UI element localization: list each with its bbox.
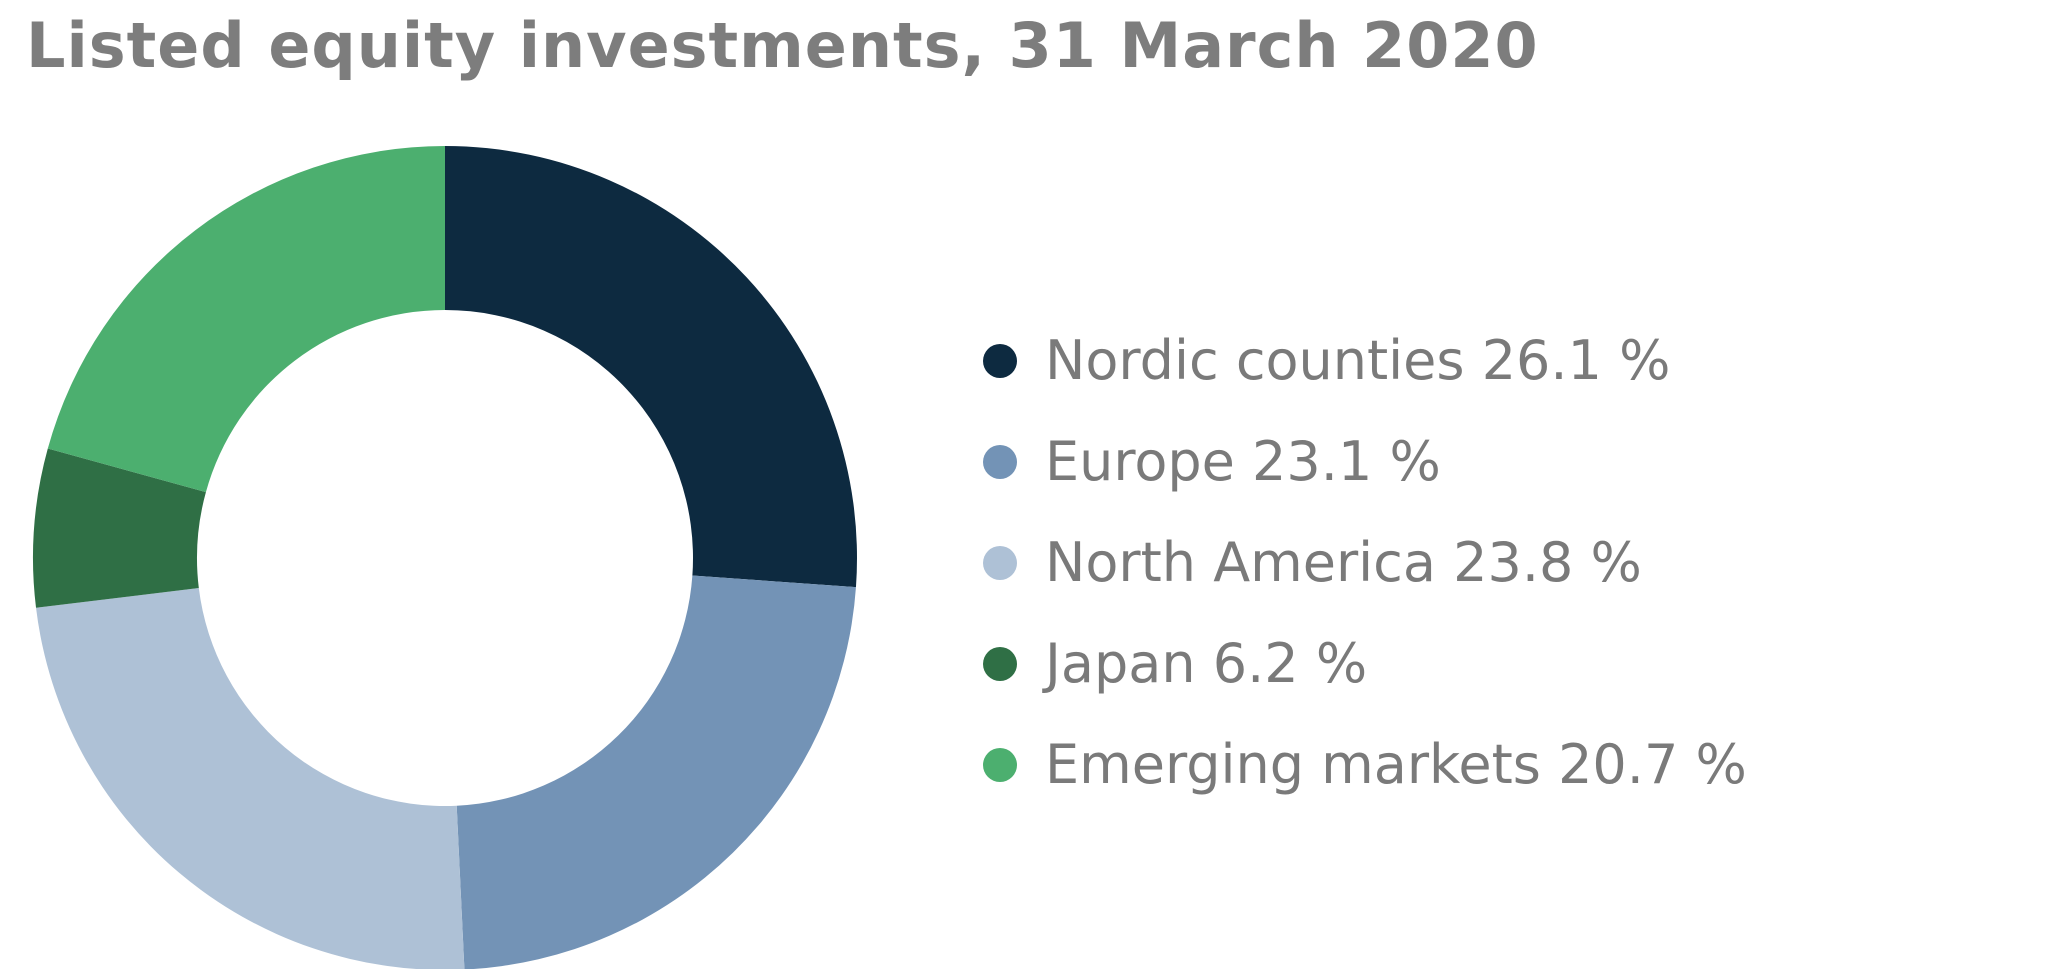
donut-slice-europe [456,575,856,969]
legend-item-north-america: North America 23.8 % [983,512,1747,613]
chart-legend: Nordic counties 26.1 % Europe 23.1 % Nor… [983,310,1747,815]
legend-swatch [983,646,1017,681]
legend-swatch [983,343,1017,378]
chart-title: Listed equity investments, 31 March 2020 [26,9,1539,82]
donut-slice-japan [33,448,206,608]
legend-label: Emerging markets 20.7 % [1045,733,1747,796]
legend-label: Japan 6.2 % [1045,632,1368,695]
donut-slice-nordic-counties [445,146,858,588]
legend-label: Nordic counties 26.1 % [1045,329,1671,392]
legend-swatch [983,444,1017,479]
legend-item-emerging-markets: Emerging markets 20.7 % [983,714,1747,815]
legend-label: North America 23.8 % [1045,531,1642,594]
donut-slice-emerging-markets [47,146,446,493]
legend-swatch [983,545,1017,580]
donut-slices [33,146,858,969]
legend-item-japan: Japan 6.2 % [983,613,1747,714]
legend-label: Europe 23.1 % [1045,430,1441,493]
donut-slice-north-america [36,587,465,969]
legend-item-nordic-counties: Nordic counties 26.1 % [983,310,1747,411]
legend-swatch [983,747,1017,782]
legend-item-europe: Europe 23.1 % [983,411,1747,512]
